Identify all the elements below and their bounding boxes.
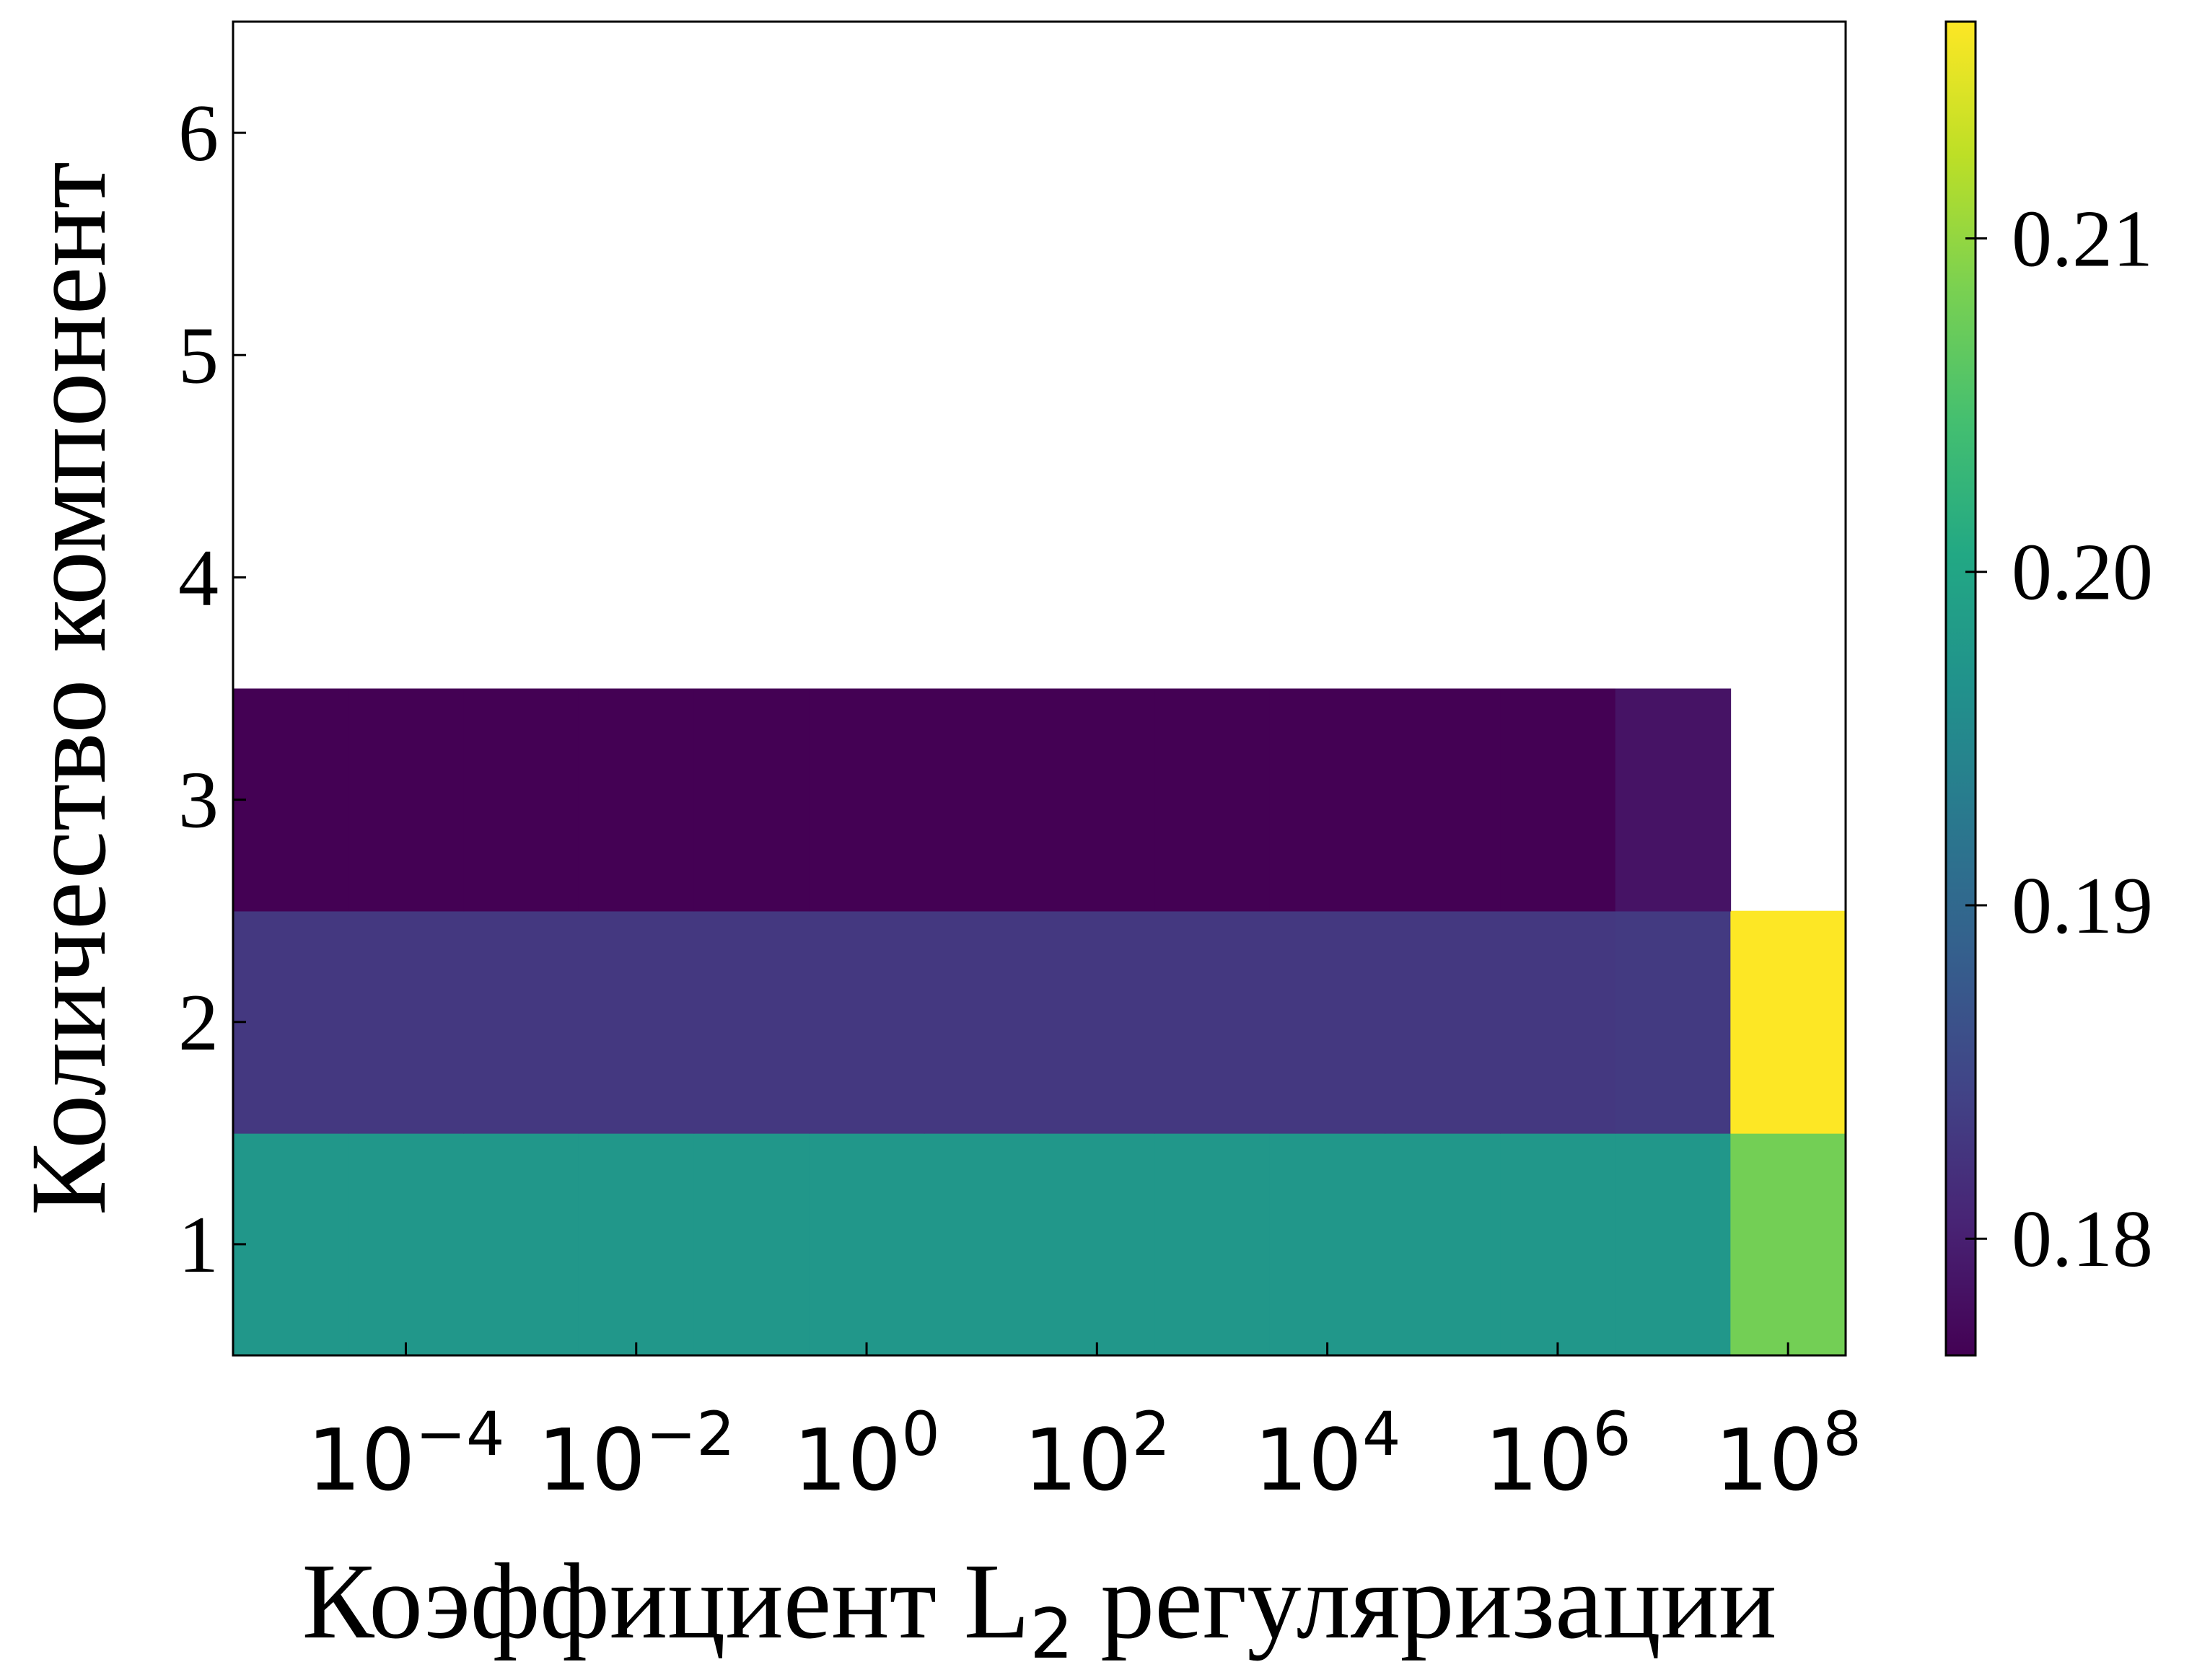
heatmap-cell: [1730, 1133, 1846, 1356]
colorbar-tick-label: 0.21: [2012, 194, 2153, 283]
heatmap-cell: [693, 1133, 810, 1356]
heatmap-cell: [1615, 910, 1732, 1134]
heatmap-cell: [1385, 910, 1501, 1134]
heatmap-cell: [348, 910, 465, 1134]
heatmap-cell: [463, 910, 579, 1134]
colorbar-tick-label: 0.20: [2012, 528, 2153, 617]
heatmap-cell: [1385, 1133, 1501, 1356]
heatmap-cell: [809, 910, 925, 1134]
heatmap-cell: [463, 1133, 579, 1356]
x-axis-ticks: 10−4 10−2 100 102 104 106 108: [307, 1342, 1862, 1510]
colorbar-tick-label: 0.19: [2012, 861, 2153, 951]
heatmap-cell: [1154, 688, 1271, 912]
heatmap-cell: [693, 688, 810, 912]
y-tick-label: 2: [178, 978, 219, 1068]
heatmap-cell: [1154, 1133, 1271, 1356]
heatmap-cell: [233, 688, 349, 912]
heatmap-cell: [348, 688, 465, 912]
heatmap-cell: [1615, 1133, 1732, 1356]
heatmap-cell: [233, 1133, 349, 1356]
heatmap-cell: [1385, 688, 1501, 912]
heatmap-cell: [1500, 688, 1616, 912]
heatmap-cell: [578, 688, 695, 912]
heatmap-cell: [463, 688, 579, 912]
y-tick-label: 5: [178, 311, 219, 400]
y-tick-label: 1: [178, 1200, 219, 1290]
x-axis-label: Коэффициент L2 регуляризации: [302, 1542, 1777, 1674]
heatmap-cell: [1039, 688, 1155, 912]
y-tick-label: 4: [178, 533, 219, 623]
y-axis-label: Количество компонент: [9, 162, 128, 1215]
x-tick-label: 108: [1714, 1399, 1862, 1510]
heatmap-cell: [578, 1133, 695, 1356]
heatmap-cell: [1500, 910, 1616, 1134]
colorbar-tick-label: 0.18: [2012, 1195, 2153, 1284]
heatmap-cell: [1039, 910, 1155, 1134]
heatmap-cell: [233, 910, 349, 1134]
x-tick-label: 10−2: [538, 1399, 735, 1510]
heatmap-cell: [578, 910, 695, 1134]
heatmap-cell: [1500, 1133, 1616, 1356]
heatmap-cell: [1269, 910, 1386, 1134]
heatmap-cell: [693, 910, 810, 1134]
heatmap-cell: [1615, 688, 1732, 912]
x-tick-label: 104: [1254, 1399, 1401, 1510]
x-tick-label: 102: [1024, 1399, 1171, 1510]
heatmap-cell: [924, 910, 1040, 1134]
colorbar-ticks: 0.18 0.19 0.20 0.21: [1965, 194, 2153, 1284]
heatmap-cell: [1730, 910, 1846, 1134]
x-tick-label: 100: [793, 1399, 940, 1510]
y-tick-label: 6: [178, 89, 219, 178]
heatmap-cell: [809, 1133, 925, 1356]
heatmap-cell: [1154, 910, 1271, 1134]
heatmap-cell: [809, 688, 925, 912]
plot-frame: [232, 20, 1847, 1357]
y-tick-label: 3: [178, 756, 219, 845]
heatmap-cell: [924, 688, 1040, 912]
heatmap-cell: [1039, 1133, 1155, 1356]
y-axis-ticks: 1 2 3 4 5 6: [178, 89, 246, 1290]
heatmap-cell: [348, 1133, 465, 1356]
heatmap-cell: [924, 1133, 1040, 1356]
x-tick-label: 106: [1484, 1399, 1631, 1510]
heatmap-cell: [1269, 688, 1386, 912]
heatmap-cell: [1269, 1133, 1386, 1356]
x-tick-label: 10−4: [307, 1399, 504, 1510]
colorbar: [1944, 20, 1977, 1357]
heatmap-cells: [233, 688, 1846, 1356]
